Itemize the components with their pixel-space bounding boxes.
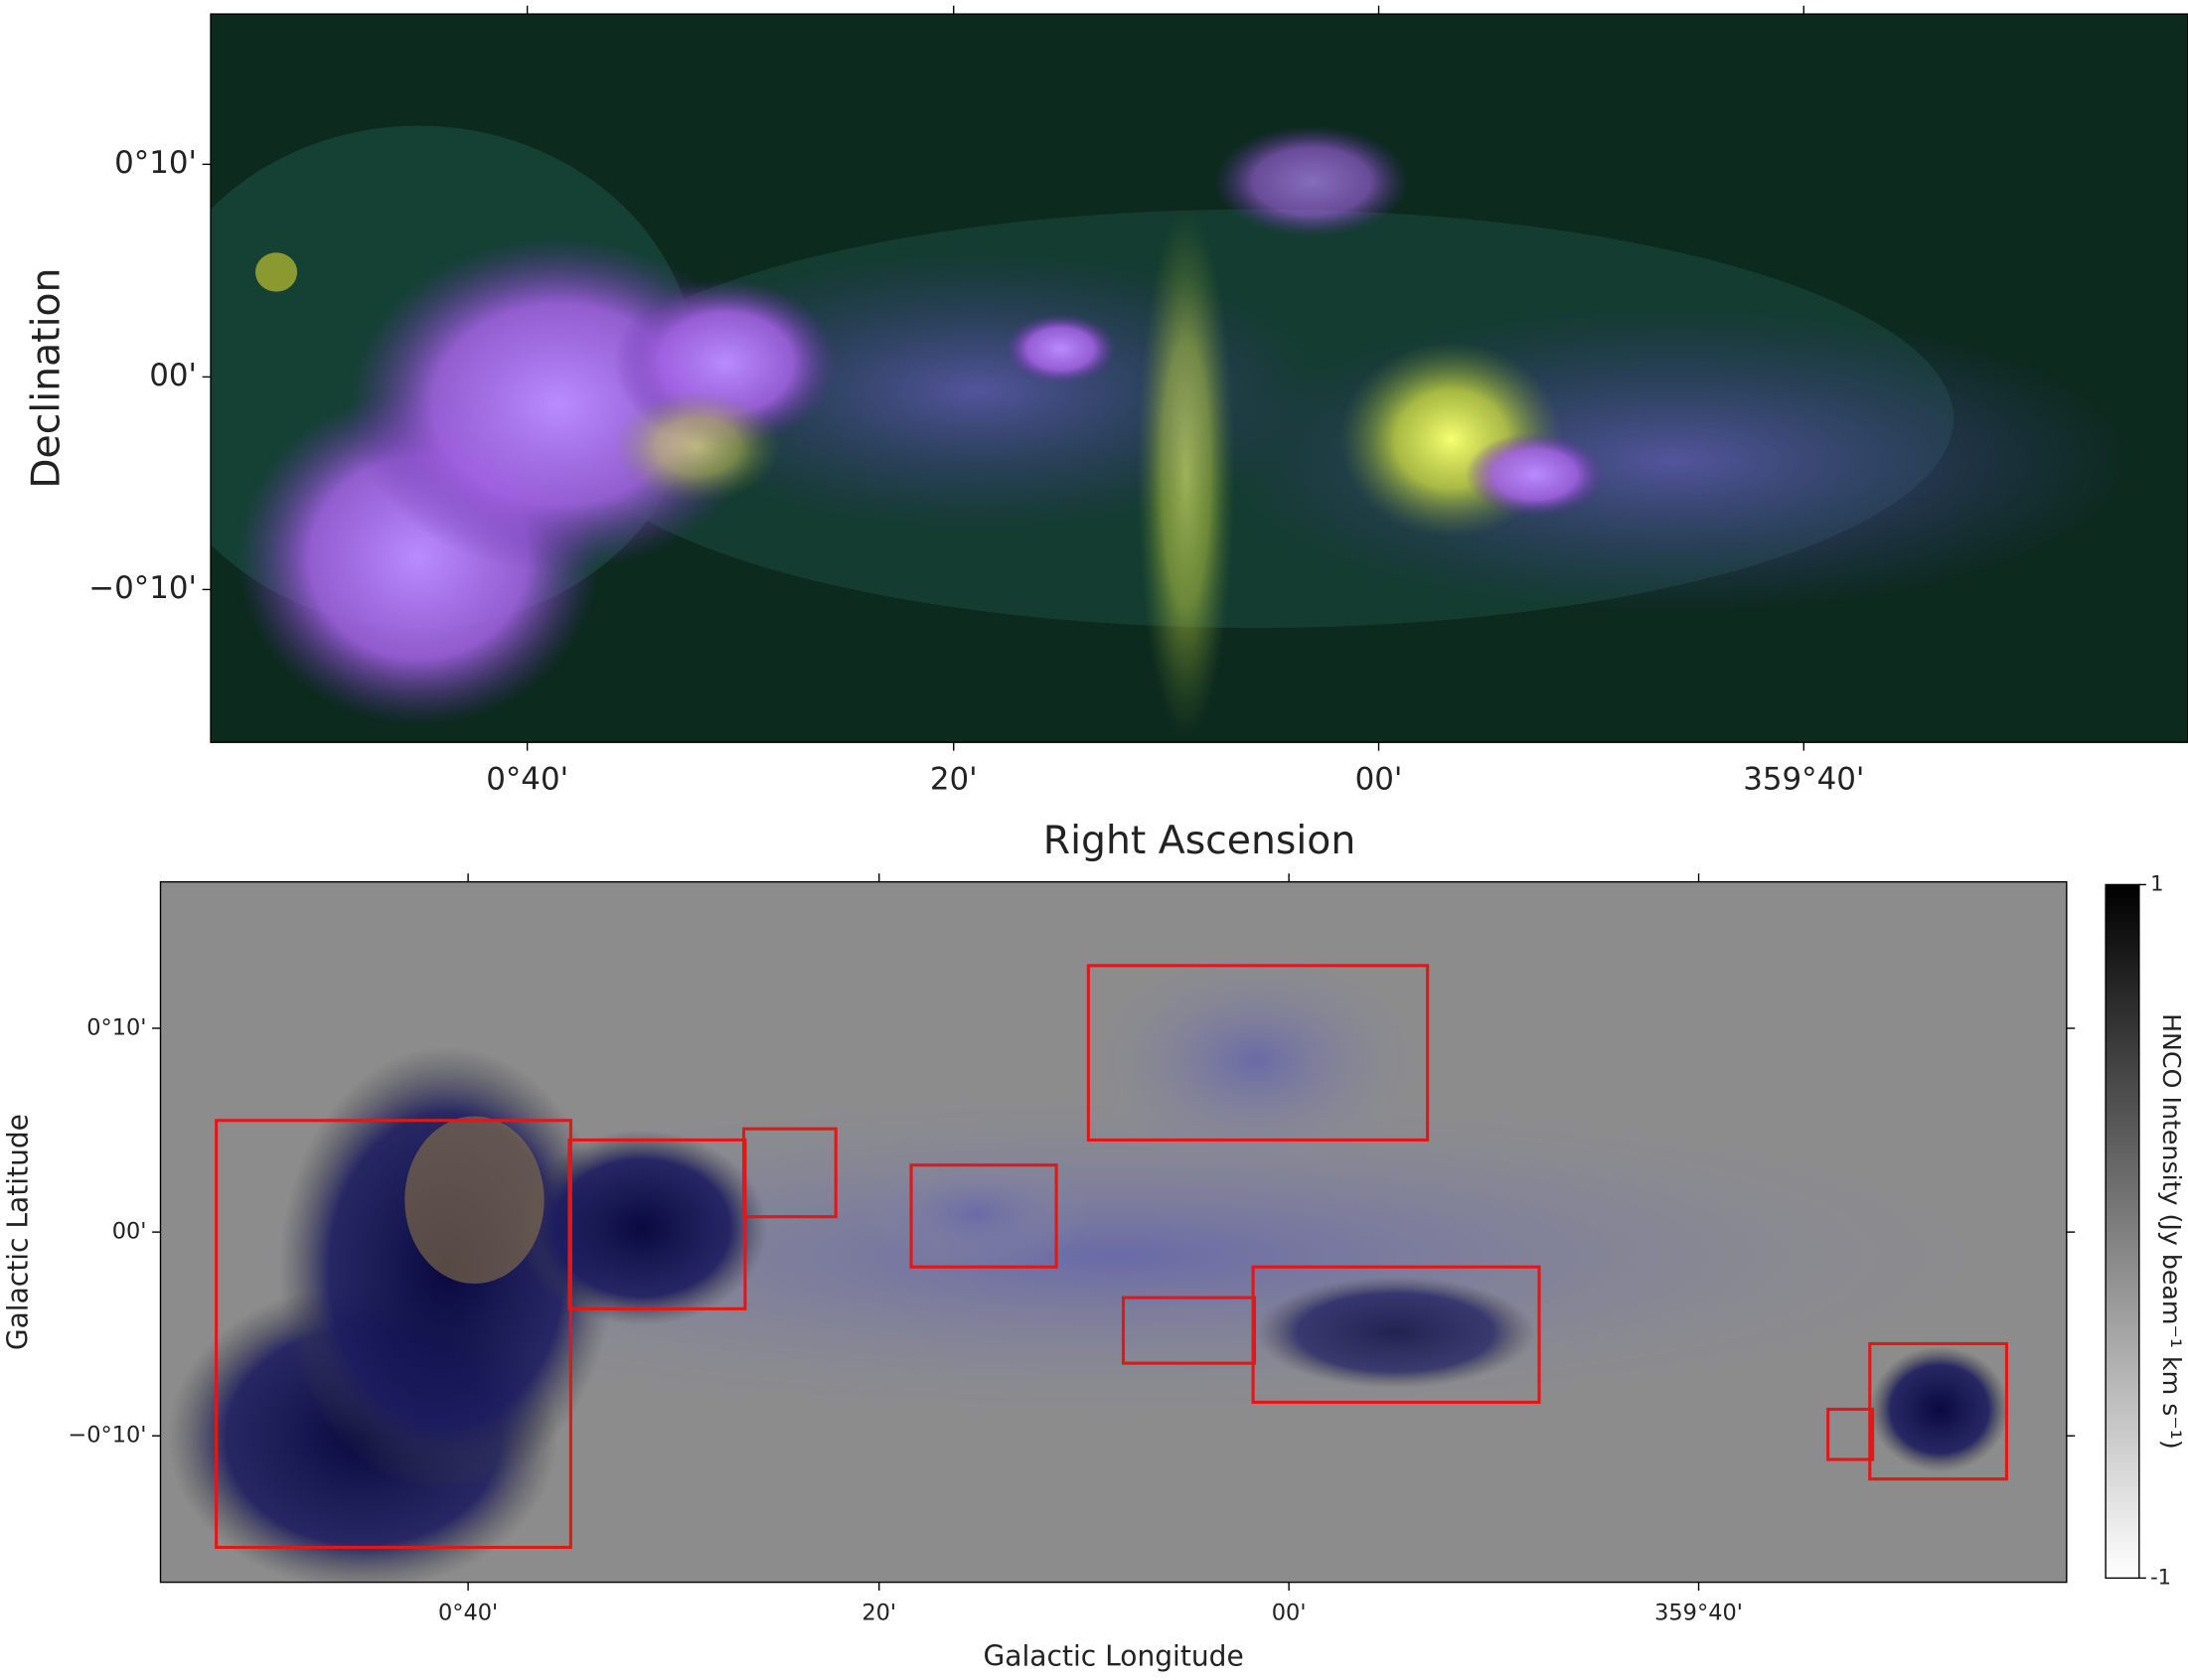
y-axis-label: Galactic Latitude [2,1114,35,1350]
x-axis-label: Galactic Longitude [984,1639,1244,1672]
x-tick-label: 359°40' [1654,1601,1743,1626]
y-tick-label: −0°10' [88,570,197,606]
y-axis-label: Declination [25,268,70,489]
x-tick-label: 20' [861,1601,896,1626]
region-boxes [215,964,2008,1550]
x-tick-label: 00' [1272,1601,1307,1626]
y-tick-label: −0°10' [68,1423,146,1449]
x-axis-label: Right Ascension [1043,819,1355,863]
intensity-image [160,881,2067,1583]
y-tick-label: 0°10' [114,145,197,181]
axes-frame [210,13,2188,743]
x-tick-label: 359°40' [1743,762,1864,798]
colorbar-label: HNCO Intensity (Jy beam⁻¹ km s⁻¹) [2157,1013,2186,1450]
y-tick-label: 00' [149,358,197,393]
x-tick-label: 0°40' [438,1601,498,1626]
colorbar-tick-label: 1 [2150,870,2163,895]
x-tick-label: 00' [1355,762,1403,798]
y-tick-label: 0°10' [86,1015,146,1041]
x-tick-label: 20' [930,762,978,798]
y-tick-label: 00' [112,1219,147,1245]
colorbar-tick-label: -1 [2150,1564,2171,1589]
composite-image [211,14,2188,743]
colorbar [2105,883,2140,1580]
x-tick-label: 0°40' [486,762,568,798]
